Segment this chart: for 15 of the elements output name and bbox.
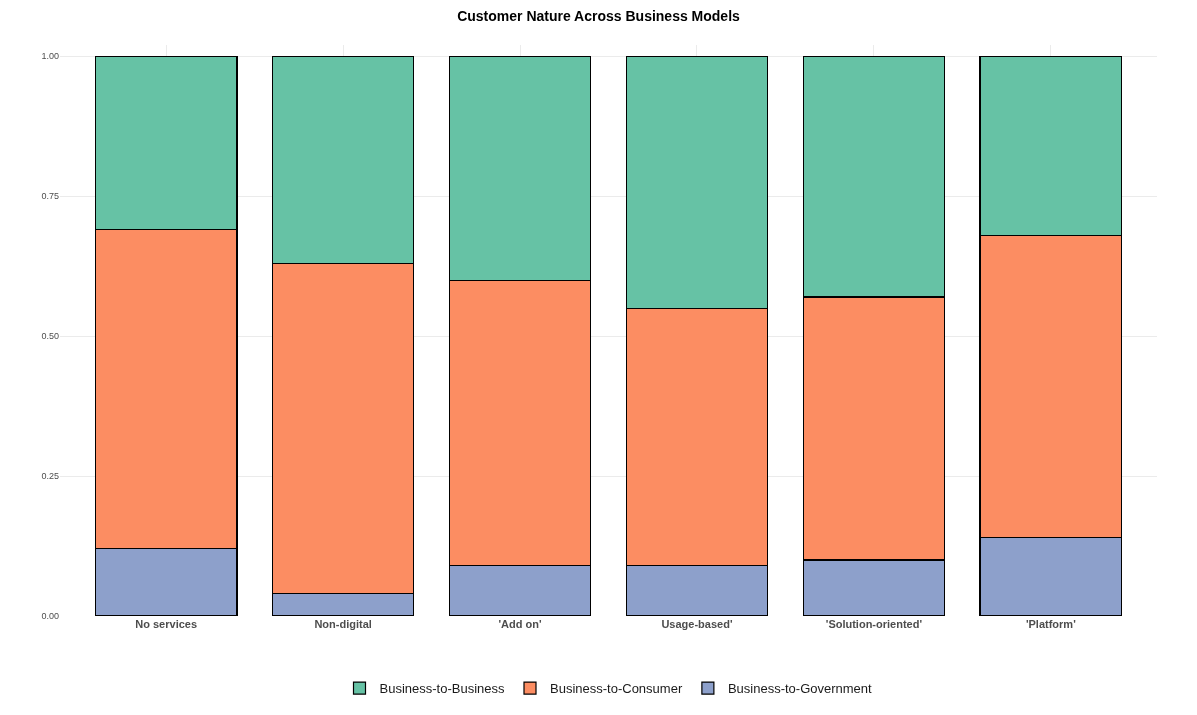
legend-label: Business-to-Government — [727, 681, 873, 697]
chart-title: Customer Nature Across Business Models — [457, 7, 741, 24]
y-tick-label: 0.25 — [41, 471, 59, 482]
y-tick-label: 0.75 — [41, 191, 59, 202]
x-tick-label: 'Solution-oriented' — [825, 618, 923, 630]
y-tick-label: 1.00 — [41, 51, 59, 62]
y-tick-label: 0.00 — [41, 611, 59, 622]
legend-label: Business-to-Consumer — [550, 681, 683, 697]
y-tick-label: 0.50 — [41, 331, 59, 342]
x-tick-label: Usage-based' — [661, 618, 733, 630]
x-tick-label: No services — [135, 618, 198, 630]
x-tick-label: 'Add on' — [498, 618, 542, 630]
legend-label: Business-to-Business — [379, 681, 505, 697]
x-tick-label: Non-digital — [314, 618, 372, 630]
x-tick-label: 'Platform' — [1025, 618, 1077, 630]
